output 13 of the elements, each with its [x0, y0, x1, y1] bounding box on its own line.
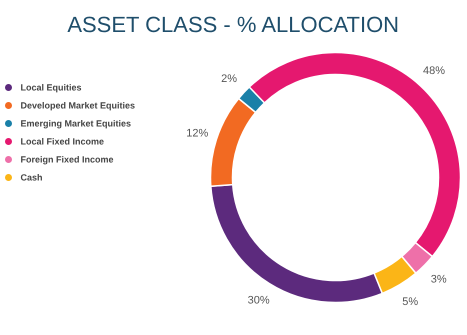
legend-label: Developed Market Equities: [20, 100, 136, 110]
chart-title: ASSET CLASS - % ALLOCATION: [67, 12, 400, 37]
data-label: 2%: [221, 72, 238, 85]
data-label: 12%: [186, 128, 209, 140]
legend-label: Emerging Market Equities: [20, 118, 132, 128]
data-label: 3%: [430, 273, 447, 286]
legend-label: Local Equities: [20, 82, 82, 92]
data-label: 30%: [248, 294, 270, 306]
legend-label: Cash: [20, 172, 43, 182]
data-label: 5%: [402, 296, 418, 308]
legend-label: Local Fixed Income: [20, 136, 104, 146]
data-label: 48%: [423, 65, 446, 78]
legend-label: Foreign Fixed Income: [20, 154, 114, 164]
